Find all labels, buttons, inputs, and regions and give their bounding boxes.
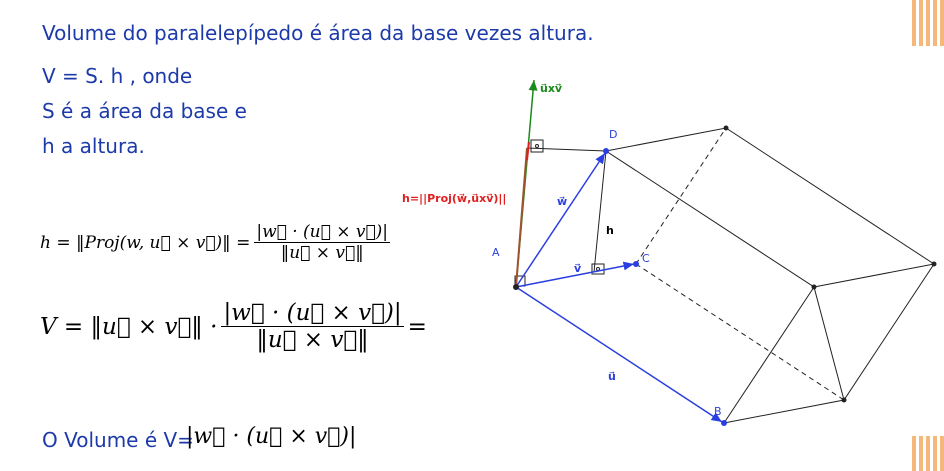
denominator: ‖u⃗ × v⃗‖ xyxy=(256,327,369,353)
label: D xyxy=(609,128,617,141)
deco-top xyxy=(912,0,944,46)
label: v⃗ xyxy=(574,262,582,275)
formula-left: V = ‖u⃗ × v⃗‖ · xyxy=(40,313,218,340)
label: u⃗xv⃗ xyxy=(540,82,563,95)
vectors xyxy=(515,152,723,423)
intro-line: V = S. h , onde xyxy=(42,64,193,88)
projection xyxy=(515,147,528,288)
label: h=||Proj(w⃗,u⃗xv⃗)|| xyxy=(402,192,506,205)
intro-line: h a altura. xyxy=(42,134,145,158)
conclusion-text: O Volume é V= xyxy=(42,428,194,452)
numerator: |w⃗ · (u⃗ × v⃗)| xyxy=(254,222,391,243)
conclusion-formula: |w⃗ · (u⃗ × v⃗)| xyxy=(186,424,357,449)
projection-tip xyxy=(526,141,530,161)
formula-h: h = ‖Proj(w, u⃗ × v⃗)‖ = |w⃗ · (u⃗ × v⃗)… xyxy=(40,222,394,263)
fraction: |w⃗ · (u⃗ × v⃗)| ‖u⃗ × v⃗‖ xyxy=(254,222,391,263)
label: u⃗ xyxy=(608,370,616,383)
label: h xyxy=(606,224,614,237)
deco-bottom xyxy=(912,436,944,471)
fraction: |w⃗ · (u⃗ × v⃗)| ‖u⃗ × v⃗‖ xyxy=(221,300,404,353)
label: B xyxy=(714,405,722,418)
vertices xyxy=(513,125,937,426)
intro-line: Volume do paralelepípedo é área da base … xyxy=(42,21,594,45)
formula-left: h = ‖Proj(w, u⃗ × v⃗)‖ = xyxy=(40,232,251,253)
intro-line: S é a área da base e xyxy=(42,99,247,123)
numerator: |w⃗ · (u⃗ × v⃗)| xyxy=(221,300,404,327)
label: A xyxy=(492,246,500,259)
formula-right: = xyxy=(407,313,427,340)
label: w⃗ xyxy=(557,195,567,208)
denominator: ‖u⃗ × v⃗‖ xyxy=(280,243,364,263)
label: C xyxy=(642,252,650,265)
formula-v: V = ‖u⃗ × v⃗‖ · |w⃗ · (u⃗ × v⃗)| ‖u⃗ × v⃗… xyxy=(40,300,427,353)
